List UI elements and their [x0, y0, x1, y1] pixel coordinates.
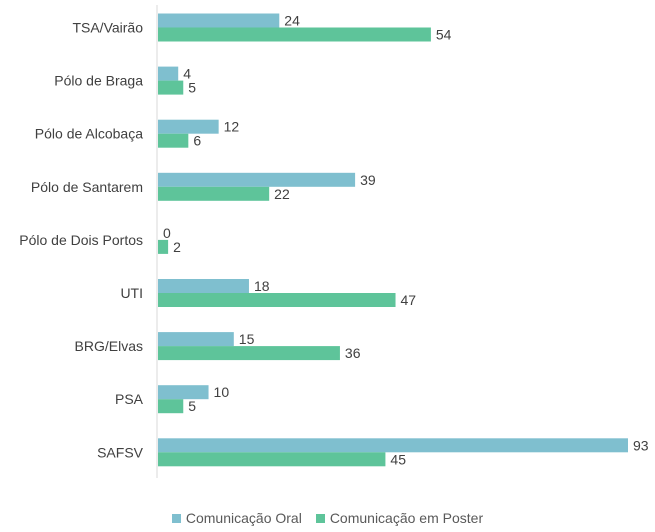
category-label: Pólo de Santarem [31, 179, 143, 195]
data-label-oral: 4 [183, 66, 191, 82]
bar-poster [158, 80, 184, 95]
data-label-poster: 5 [188, 398, 196, 414]
bar-oral [158, 66, 179, 81]
bar-poster [158, 133, 189, 148]
bar-oral [158, 119, 219, 134]
legend-item-oral: Comunicação Oral [171, 510, 302, 526]
data-label-oral: 93 [633, 437, 649, 453]
bar-poster [158, 399, 184, 414]
category-label: PSA [115, 391, 144, 407]
data-label-poster: 5 [188, 80, 196, 96]
data-label-oral: 12 [224, 119, 240, 135]
bar-oral [158, 279, 249, 293]
legend: Comunicação Oral Comunicação em Poster [0, 510, 655, 526]
data-label-oral: 0 [163, 225, 171, 241]
category-label: Pólo de Braga [54, 73, 143, 89]
bar-poster [158, 452, 386, 467]
category-label: Pólo de Alcobaça [35, 126, 143, 142]
bar-poster [158, 186, 270, 201]
data-label-oral: 24 [284, 13, 300, 29]
legend-item-poster: Comunicação em Poster [315, 510, 484, 526]
category-label: SAFSV [97, 444, 144, 460]
bar-poster [158, 27, 431, 42]
bar-poster [158, 293, 396, 307]
category-label: TSA/Vairão [72, 20, 143, 36]
data-label-poster: 22 [274, 186, 290, 202]
bar-oral [158, 172, 356, 187]
bar-poster [158, 239, 169, 254]
bar-oral [158, 385, 209, 400]
bar-oral [158, 13, 280, 28]
legend-label-oral: Comunicação Oral [185, 510, 302, 526]
bar-oral [158, 332, 234, 347]
data-label-oral: 15 [239, 331, 255, 347]
data-label-poster: 2 [173, 239, 181, 255]
data-label-poster: 47 [401, 292, 417, 308]
data-label-oral: 39 [360, 172, 376, 188]
legend-swatch-poster [315, 513, 325, 523]
category-label: UTI [120, 285, 143, 301]
data-label-oral: 10 [214, 384, 230, 400]
data-label-poster: 6 [193, 133, 201, 149]
data-label-poster: 36 [345, 345, 361, 361]
category-label: BRG/Elvas [75, 338, 143, 354]
data-label-poster: 54 [436, 27, 452, 43]
bar-poster [158, 346, 340, 361]
legend-label-poster: Comunicação em Poster [329, 510, 484, 526]
bar-oral [158, 438, 628, 453]
data-label-poster: 45 [390, 451, 406, 467]
data-label-oral: 18 [254, 278, 270, 294]
category-label: Pólo de Dois Portos [19, 232, 143, 248]
legend-swatch-oral [171, 513, 181, 523]
